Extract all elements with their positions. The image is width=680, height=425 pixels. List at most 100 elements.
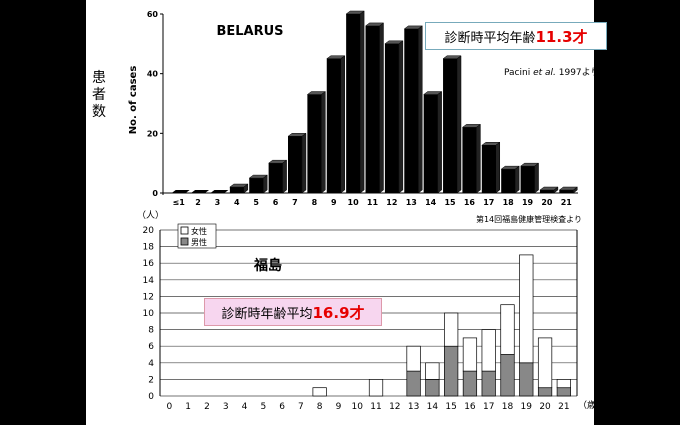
belarus-bar xyxy=(229,187,244,193)
belarus-bar xyxy=(287,136,302,193)
fukushima-y-tick-label: 6 xyxy=(148,342,154,352)
fukushima-x-tick-label: 5 xyxy=(260,402,266,412)
belarus-bar xyxy=(307,94,322,193)
belarus-bar xyxy=(462,127,477,193)
fukushima-x-tick-label: 15 xyxy=(445,402,456,412)
fukushima-female-bar xyxy=(312,387,327,397)
belarus-x-tick-label: ≤1 xyxy=(173,198,186,207)
side-label-char-2: 者 xyxy=(92,87,106,103)
belarus-bar xyxy=(443,58,458,193)
fukushima-female-bar xyxy=(537,337,553,389)
side-label: 患 者 数 xyxy=(92,70,106,120)
legend-female-label: 女性 xyxy=(191,226,207,236)
fukushima-male-bar xyxy=(519,362,534,397)
fukushima-male-bar xyxy=(537,387,553,397)
fukushima-x-tick-label: 8 xyxy=(317,402,323,412)
fukushima-x-tick-label: 4 xyxy=(242,402,248,412)
belarus-x-tick-label: 14 xyxy=(425,198,437,207)
belarus-y-tick-label: 20 xyxy=(147,129,159,138)
fukushima-x-tick-label: 19 xyxy=(521,402,533,412)
belarus-bar xyxy=(501,169,516,193)
fukushima-female-bar xyxy=(500,304,515,355)
belarus-average-age-label: 診断時平均年齢 xyxy=(444,30,536,46)
fukushima-x-tick-label: 3 xyxy=(223,402,229,412)
belarus-x-tick-label: 21 xyxy=(561,198,573,207)
fukushima-x-tick-label: 6 xyxy=(279,402,285,412)
fukushima-title: 福島 xyxy=(253,257,282,274)
belarus-x-tick-label: 15 xyxy=(444,198,456,207)
belarus-y-tick-label: 60 xyxy=(147,10,159,19)
belarus-bar-flat xyxy=(171,190,190,193)
belarus-x-tick-label: 8 xyxy=(312,198,318,207)
fukushima-average-age-label: 診断時年齢平均 xyxy=(221,306,313,322)
fukushima-x-tick-label: 1 xyxy=(185,402,191,412)
legend-male-label: 男性 xyxy=(191,237,207,247)
fukushima-y-tick-label: 18 xyxy=(143,243,155,253)
belarus-bar xyxy=(365,25,380,193)
legend-female-swatch xyxy=(180,226,189,235)
belarus-x-tick-label: 19 xyxy=(522,198,534,207)
belarus-bar-side xyxy=(456,55,462,194)
belarus-bar xyxy=(268,163,283,193)
fukushima-female-bar xyxy=(406,345,421,372)
fukushima-female-bar xyxy=(368,379,384,397)
fukushima-y-tick-label: 10 xyxy=(143,309,155,319)
side-label-char-1: 患 xyxy=(92,70,106,86)
belarus-chart: BELARUS 0 20 40 60 ≤1 2 3 4 5 6 7 8 9 10 11 12 13 14 15 16… xyxy=(128,10,579,207)
belarus-bar xyxy=(326,58,341,193)
source-fukushima: 第14回福島健康管理検査より xyxy=(476,214,582,224)
fukushima-female-bar xyxy=(519,254,534,364)
belarus-bar-side xyxy=(262,174,268,194)
fukushima-bars: 0 1 2 3 4 5 6 7 8 9 10 11 12 13 14 15 16 17 18 19 20 21 xyxy=(167,254,571,412)
fukushima-x-tick-label: 17 xyxy=(483,402,494,412)
fukushima-legend: 女性 男性 xyxy=(177,223,217,249)
belarus-bar-side xyxy=(340,55,345,194)
belarus-bar-side xyxy=(495,141,501,194)
fukushima-y-tick-label: 20 xyxy=(143,226,155,236)
legend-male-swatch xyxy=(180,237,189,246)
belarus-bar xyxy=(539,190,554,193)
belarus-x-tick-label: 12 xyxy=(386,198,397,207)
belarus-bar xyxy=(384,43,399,194)
belarus-bar xyxy=(559,190,574,193)
belarus-y-tick-label: 40 xyxy=(147,70,159,79)
belarus-bar-flat xyxy=(191,190,210,193)
belarus-bars: ≤1 2 3 4 5 6 7 8 9 10 11 12 13 14 15 16 17 18 19 20 21 xyxy=(171,10,579,207)
fukushima-female-bar xyxy=(425,362,440,380)
belarus-bar-side xyxy=(379,22,384,194)
fukushima-male-bar xyxy=(481,370,496,397)
fukushima-average-age-value: 16.9才 xyxy=(312,303,365,322)
belarus-x-tick-label: 17 xyxy=(483,198,494,207)
belarus-bar-side xyxy=(359,10,365,194)
fukushima-female-bar xyxy=(556,379,571,389)
fukushima-x-tick-label: 18 xyxy=(502,402,514,412)
belarus-bar xyxy=(481,145,496,193)
belarus-y-tick-label: 0 xyxy=(152,189,158,198)
belarus-x-tick-label: 16 xyxy=(464,198,476,207)
fukushima-y-tick-label: 2 xyxy=(148,375,154,385)
belarus-bar-side xyxy=(417,25,423,194)
fukushima-x-tick-label: 21 xyxy=(558,402,569,412)
belarus-bar-side xyxy=(514,165,520,194)
fukushima-y-tick-label: 0 xyxy=(148,392,154,402)
fukushima-x-tick-label: 20 xyxy=(539,402,551,412)
fukushima-x-tick-label: 10 xyxy=(352,402,364,412)
belarus-x-tick-label: 7 xyxy=(292,198,298,207)
belarus-x-tick-label: 4 xyxy=(234,198,240,207)
fukushima-y-tick-label: 16 xyxy=(143,259,155,269)
fukushima-x-tick-label: 9 xyxy=(336,402,342,412)
belarus-x-tick-label: 3 xyxy=(215,198,221,207)
fukushima-x-tick-label: 11 xyxy=(370,402,381,412)
belarus-average-age-box: 診断時平均年齢 11.3才 xyxy=(425,22,607,50)
fukushima-y-tick-label: 8 xyxy=(148,326,154,336)
belarus-x-tick-label: 6 xyxy=(273,198,279,207)
belarus-bar xyxy=(423,94,438,193)
belarus-x-tick-label: 9 xyxy=(331,198,337,207)
belarus-bar-flat xyxy=(210,190,229,193)
fukushima-male-bar xyxy=(556,387,571,397)
fukushima-x-tick-label: 2 xyxy=(204,402,210,412)
fukushima-xlabel: （歳） xyxy=(578,399,605,411)
fukushima-x-tick-label: 13 xyxy=(408,402,419,412)
